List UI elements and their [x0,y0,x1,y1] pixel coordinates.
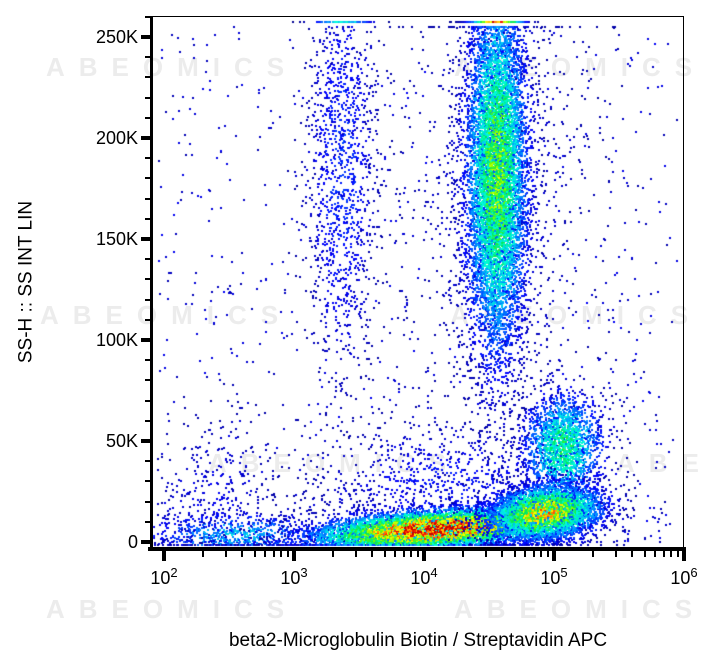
y-minor-tick [145,117,151,119]
y-minor-tick [145,278,151,280]
x-minor-tick [663,551,665,557]
x-minor-tick [332,551,334,557]
x-major-tick [682,551,686,561]
x-minor-tick [501,551,503,557]
y-tick-label: 200K [95,128,138,148]
y-major-tick [141,136,151,140]
x-tick-label: 104 [410,565,438,588]
x-tick-label: 106 [670,565,698,588]
y-minor-tick [145,299,151,301]
x-minor-tick [371,551,373,557]
x-minor-tick [524,551,526,557]
x-major-tick [422,551,426,561]
plot-frame [152,16,684,549]
x-major-tick [292,551,296,561]
x-minor-tick [225,551,227,557]
y-major-tick [141,35,151,39]
x-minor-tick [485,551,487,557]
x-minor-tick [670,551,672,557]
y-minor-tick [145,359,151,361]
y-minor-tick [145,16,151,18]
x-minor-tick [384,551,386,557]
y-minor-tick [145,521,151,523]
x-minor-tick [287,551,289,557]
x-minor-tick [254,551,256,557]
y-major-tick [141,237,151,241]
x-tick-label: 105 [540,565,568,588]
x-minor-tick [677,551,679,557]
x-minor-tick [540,551,542,557]
y-axis-title: SS-H :: SS INT LIN [15,200,37,364]
y-major-tick [141,338,151,342]
x-minor-tick [241,551,243,557]
x-minor-tick [592,551,594,557]
x-tick-label: 102 [150,565,178,588]
x-axis-title: beta2-Microglobulin Biotin / Streptavidi… [228,630,608,651]
x-minor-tick [280,551,282,557]
x-major-tick [552,551,556,561]
x-minor-tick [417,551,419,557]
x-minor-tick [615,551,617,557]
x-minor-tick [264,551,266,557]
y-minor-tick [145,460,151,462]
x-minor-tick [410,551,412,557]
y-minor-tick [145,400,151,402]
x-axis-line [148,547,686,551]
y-minor-tick [145,379,151,381]
x-minor-tick [514,551,516,557]
y-tick-label: 100K [95,330,138,350]
x-minor-tick [547,551,549,557]
x-minor-tick [403,551,405,557]
y-tick-label: 250K [95,27,138,47]
x-minor-tick [355,551,357,557]
x-minor-tick [273,551,275,557]
x-major-tick [162,551,166,561]
y-major-tick [141,439,151,443]
y-tick-label: 50K [105,431,138,451]
y-tick-label: 0 [127,532,138,552]
x-tick-label: 103 [280,565,308,588]
x-minor-tick [533,551,535,557]
y-minor-tick [145,258,151,260]
x-minor-tick [462,551,464,557]
y-minor-tick [145,56,151,58]
y-major-tick [141,540,151,544]
x-minor-tick [631,551,633,557]
y-minor-tick [145,157,151,159]
y-minor-tick [145,218,151,220]
x-minor-tick [394,551,396,557]
y-tick-label: 150K [95,229,138,249]
x-minor-tick [654,551,656,557]
y-minor-tick [145,420,151,422]
y-minor-tick [145,480,151,482]
y-minor-tick [145,76,151,78]
y-axis-line [150,16,153,551]
y-minor-tick [145,198,151,200]
y-minor-tick [145,177,151,179]
y-minor-tick [145,97,151,99]
y-minor-tick [145,319,151,321]
x-minor-tick [202,551,204,557]
x-minor-tick [644,551,646,557]
y-minor-tick [145,501,151,503]
